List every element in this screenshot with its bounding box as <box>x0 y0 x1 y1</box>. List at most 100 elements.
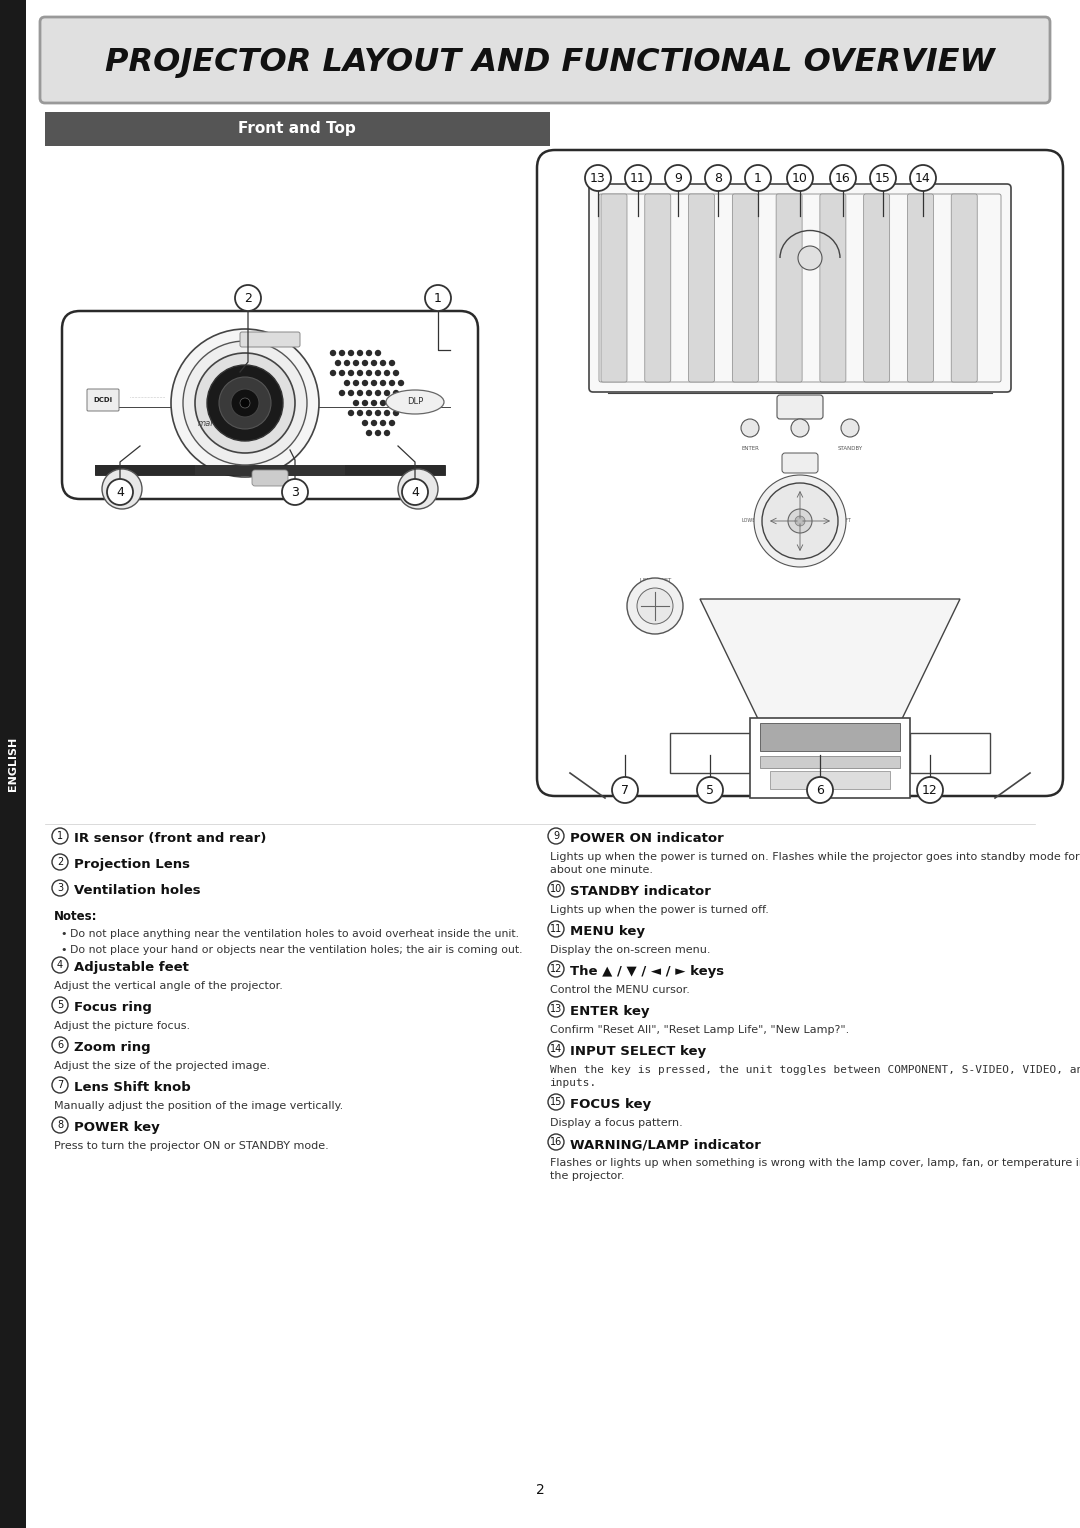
FancyBboxPatch shape <box>777 194 802 382</box>
Text: Do not place anything near the ventilation holes to avoid overheat inside the un: Do not place anything near the ventilati… <box>70 929 519 940</box>
FancyBboxPatch shape <box>782 452 818 474</box>
Circle shape <box>389 359 395 367</box>
FancyBboxPatch shape <box>689 194 715 382</box>
Text: 3: 3 <box>292 486 299 500</box>
Circle shape <box>282 478 308 504</box>
Bar <box>760 723 900 750</box>
Circle shape <box>366 410 373 416</box>
Text: 2: 2 <box>536 1484 544 1497</box>
Circle shape <box>366 370 373 376</box>
Circle shape <box>380 380 387 387</box>
Circle shape <box>383 390 390 396</box>
Circle shape <box>329 370 336 376</box>
Circle shape <box>329 350 336 356</box>
Text: Confirm "Reset All", "Reset Lamp Life", "New Lamp?".: Confirm "Reset All", "Reset Lamp Life", … <box>550 1025 849 1034</box>
Circle shape <box>356 390 363 396</box>
FancyBboxPatch shape <box>537 150 1063 796</box>
Text: 14: 14 <box>915 173 931 185</box>
Bar <box>670 733 750 773</box>
Circle shape <box>362 420 368 426</box>
Circle shape <box>348 350 354 356</box>
Circle shape <box>397 380 404 387</box>
Circle shape <box>665 165 691 191</box>
Circle shape <box>353 400 360 406</box>
Circle shape <box>183 341 307 465</box>
Text: DLP: DLP <box>407 397 423 406</box>
FancyBboxPatch shape <box>87 390 119 411</box>
Circle shape <box>548 1001 564 1018</box>
Circle shape <box>235 286 261 312</box>
Text: 8: 8 <box>714 173 723 185</box>
Text: Adjust the vertical angle of the projector.: Adjust the vertical angle of the project… <box>54 981 283 992</box>
Bar <box>45 112 550 147</box>
Text: 9: 9 <box>674 173 681 185</box>
Circle shape <box>375 429 381 435</box>
Circle shape <box>343 380 350 387</box>
Text: Adjustable feet: Adjustable feet <box>75 961 189 973</box>
Text: LOWER: LOWER <box>741 518 759 524</box>
Circle shape <box>52 828 68 843</box>
Text: Zoom ring: Zoom ring <box>75 1041 150 1054</box>
FancyBboxPatch shape <box>645 194 671 382</box>
Circle shape <box>841 419 859 437</box>
Circle shape <box>52 854 68 869</box>
Text: inputs.: inputs. <box>550 1077 597 1088</box>
Circle shape <box>393 390 400 396</box>
FancyBboxPatch shape <box>820 194 846 382</box>
Circle shape <box>348 390 354 396</box>
Text: 2: 2 <box>244 292 252 306</box>
Text: Lens Shift knob: Lens Shift knob <box>75 1080 191 1094</box>
Text: STANDBY: STANDBY <box>837 446 863 451</box>
Text: LENS SHIFT: LENS SHIFT <box>640 579 672 584</box>
Circle shape <box>240 397 249 408</box>
Text: 4: 4 <box>411 486 419 500</box>
Circle shape <box>52 996 68 1013</box>
Text: 12: 12 <box>922 784 937 798</box>
Text: 14: 14 <box>550 1044 562 1054</box>
Text: ENGLISH: ENGLISH <box>8 736 18 792</box>
Text: POWER key: POWER key <box>75 1122 160 1134</box>
Circle shape <box>383 410 390 416</box>
FancyBboxPatch shape <box>62 312 478 500</box>
Circle shape <box>353 380 360 387</box>
Circle shape <box>399 469 438 509</box>
FancyBboxPatch shape <box>589 183 1011 393</box>
Circle shape <box>870 165 896 191</box>
Circle shape <box>393 410 400 416</box>
Circle shape <box>548 882 564 897</box>
Text: ENTER key: ENTER key <box>570 1005 649 1018</box>
Text: 5: 5 <box>706 784 714 798</box>
Circle shape <box>393 370 400 376</box>
Circle shape <box>375 350 381 356</box>
Circle shape <box>380 359 387 367</box>
FancyBboxPatch shape <box>252 471 288 486</box>
Circle shape <box>370 400 377 406</box>
Circle shape <box>52 957 68 973</box>
Text: marantz: marantz <box>198 419 232 428</box>
Bar <box>910 733 990 773</box>
Circle shape <box>348 370 354 376</box>
Text: 3: 3 <box>57 883 63 894</box>
Text: Adjust the size of the projected image.: Adjust the size of the projected image. <box>54 1060 270 1071</box>
Circle shape <box>107 478 133 504</box>
Circle shape <box>787 165 813 191</box>
Circle shape <box>754 475 846 567</box>
Text: Manually adjust the position of the image vertically.: Manually adjust the position of the imag… <box>54 1102 343 1111</box>
Circle shape <box>356 410 363 416</box>
Text: 7: 7 <box>621 784 629 798</box>
Circle shape <box>426 286 451 312</box>
FancyBboxPatch shape <box>907 194 933 382</box>
Text: 4: 4 <box>57 960 63 970</box>
Text: 16: 16 <box>835 173 851 185</box>
Circle shape <box>370 359 377 367</box>
Circle shape <box>548 1041 564 1057</box>
Circle shape <box>831 165 856 191</box>
Text: 8: 8 <box>57 1120 63 1131</box>
Text: •: • <box>60 929 67 940</box>
Circle shape <box>548 1134 564 1151</box>
Circle shape <box>745 165 771 191</box>
Text: 7: 7 <box>57 1080 63 1091</box>
Circle shape <box>231 390 259 417</box>
Text: 15: 15 <box>550 1097 563 1108</box>
Text: Flashes or lights up when something is wrong with the lamp cover, lamp, fan, or : Flashes or lights up when something is w… <box>550 1158 1080 1167</box>
